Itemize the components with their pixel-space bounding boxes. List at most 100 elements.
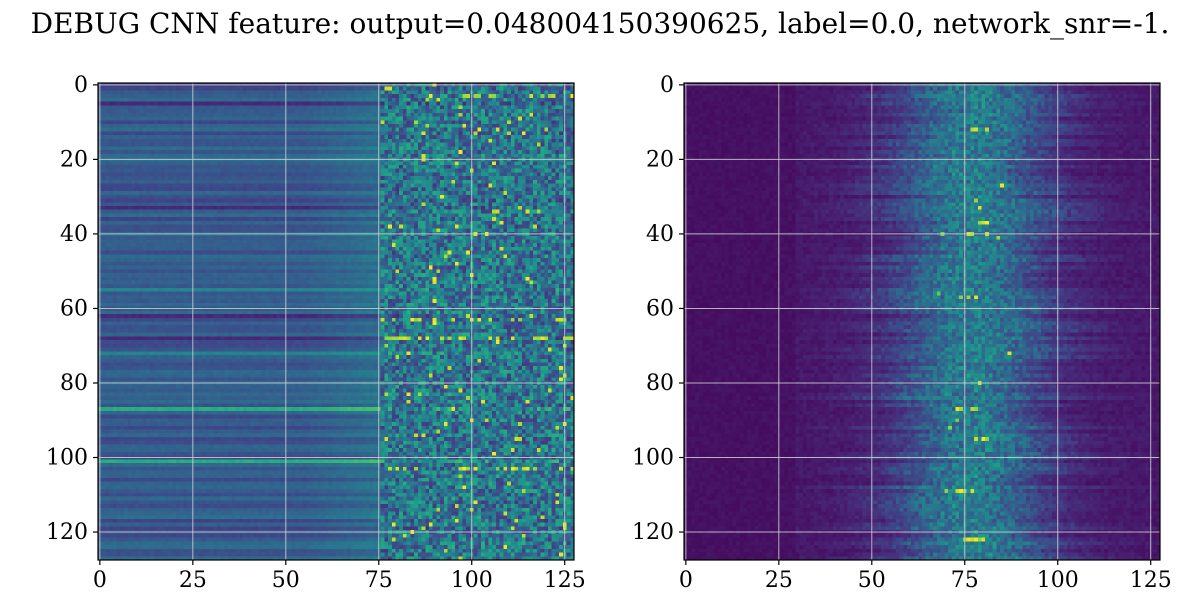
heatmap-cell: [112, 198, 118, 203]
heatmap-cell: [533, 183, 538, 188]
heatmap-cell: [406, 220, 411, 226]
heatmap-cell: [269, 112, 274, 118]
heatmap-cell: [365, 191, 371, 196]
heatmap-cell: [112, 191, 118, 196]
heatmap-cell: [220, 101, 226, 106]
heatmap-cell: [135, 172, 140, 177]
heatmap-cell: [164, 150, 170, 155]
heatmap-cell: [131, 187, 136, 192]
heatmap-cell: [362, 209, 367, 215]
heatmap-cell: [499, 94, 504, 99]
heatmap-cell: [172, 105, 177, 110]
heatmap-cell: [153, 127, 159, 133]
heatmap-cell: [436, 202, 441, 207]
heatmap-cell: [161, 127, 166, 133]
heatmap-cell: [321, 150, 326, 155]
heatmap-cell: [455, 112, 460, 118]
heatmap-cell: [388, 142, 393, 147]
heatmap-cell: [343, 209, 348, 215]
heatmap-cell: [499, 150, 504, 155]
heatmap-cell: [302, 172, 307, 177]
heatmap-cell: [254, 101, 259, 106]
heatmap-cell: [176, 138, 181, 144]
heatmap-cell: [432, 97, 438, 103]
heatmap-cell: [217, 97, 222, 103]
heatmap-cell: [421, 112, 426, 118]
heatmap-cell: [358, 164, 363, 170]
heatmap-cell: [540, 94, 545, 99]
heatmap-cell: [332, 97, 337, 103]
heatmap-cell: [302, 94, 307, 99]
heatmap-cell: [336, 153, 341, 159]
heatmap-cell: [525, 220, 530, 226]
heatmap-cell: [250, 220, 255, 226]
heatmap-cell: [135, 101, 140, 106]
heatmap-cell: [436, 94, 441, 99]
heatmap-cell: [161, 101, 166, 106]
heatmap-cell: [142, 97, 147, 103]
heatmap-cell: [298, 116, 304, 121]
heatmap-cell: [458, 172, 464, 177]
heatmap-cell: [291, 116, 296, 121]
heatmap-cell: [168, 109, 173, 114]
heatmap-cell: [194, 135, 200, 140]
heatmap-cell: [302, 120, 307, 125]
heatmap-cell: [116, 153, 121, 159]
heatmap-cell: [172, 220, 177, 226]
heatmap-cell: [276, 127, 281, 133]
heatmap-cell: [246, 123, 252, 129]
heatmap-cell: [391, 164, 397, 170]
heatmap-cell: [179, 86, 185, 92]
heatmap-cell: [540, 198, 545, 203]
heatmap-cell: [131, 109, 136, 114]
heatmap-cell: [547, 205, 553, 211]
heatmap-cell: [369, 205, 374, 211]
heatmap-cell: [365, 168, 371, 174]
heatmap-cell: [142, 123, 147, 129]
heatmap-cell: [302, 146, 307, 151]
heatmap-cell: [157, 198, 162, 203]
heatmap-cell: [153, 194, 159, 200]
heatmap-cell: [187, 198, 192, 203]
heatmap-cell: [466, 220, 471, 226]
heatmap-cell: [168, 172, 173, 177]
heatmap-cell: [127, 194, 133, 200]
heatmap-cell: [105, 176, 110, 181]
heatmap-cell: [153, 191, 159, 196]
heatmap-cell: [547, 116, 553, 121]
heatmap-cell: [521, 213, 527, 218]
heatmap-cell: [309, 146, 315, 151]
heatmap-cell: [399, 150, 404, 155]
heatmap-cell: [406, 131, 411, 136]
heatmap-cell: [269, 179, 274, 185]
heatmap-cell: [336, 161, 341, 166]
heatmap-cell: [220, 164, 226, 170]
heatmap-cell: [481, 120, 486, 125]
heatmap-cell: [306, 94, 311, 99]
heatmap-cell: [354, 183, 359, 188]
heatmap-cell: [473, 112, 478, 118]
heatmap-cell: [295, 224, 300, 229]
heatmap-cell: [142, 101, 147, 106]
heatmap-cell: [440, 123, 445, 129]
heatmap-cell: [298, 179, 304, 185]
heatmap-cell: [402, 220, 408, 226]
heatmap-cell: [525, 142, 530, 147]
heatmap-cell: [570, 142, 575, 147]
heatmap-cell: [432, 172, 438, 177]
heatmap-cell: [157, 168, 162, 174]
heatmap-cell: [421, 172, 426, 177]
heatmap-cell: [570, 150, 575, 155]
heatmap-cell: [399, 109, 404, 114]
heatmap-cell: [503, 168, 508, 174]
heatmap-cell: [402, 101, 408, 106]
heatmap-cell: [161, 116, 166, 121]
heatmap-cell: [533, 176, 538, 181]
heatmap-cell: [365, 86, 371, 92]
heatmap-cell: [492, 179, 497, 185]
heatmap-cell: [499, 220, 504, 226]
heatmap-cell: [462, 138, 467, 144]
heatmap-cell: [499, 202, 504, 207]
heatmap-cell: [343, 176, 348, 181]
heatmap-cell: [354, 191, 359, 196]
